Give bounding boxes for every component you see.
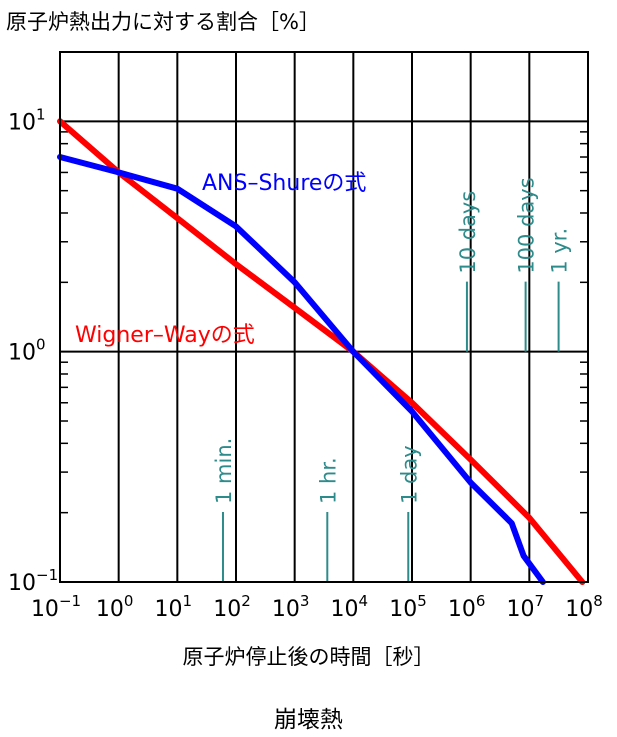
plot-frame: [59, 51, 589, 583]
data-series: [57, 118, 586, 585]
y-tick-label: 100: [8, 336, 46, 366]
series-label: ANS–Shureの式: [202, 171, 366, 196]
x-tick-label: 102: [213, 592, 251, 622]
marker-label: 1 hr.: [316, 457, 340, 504]
marker-lines: 1 min. 1 hr. 1 day 10 days 100 days 1 yr.: [212, 177, 572, 582]
x-tick-label: 105: [389, 592, 427, 622]
x-tick-label: 100: [96, 592, 134, 622]
figure-caption: 崩壊熱: [274, 707, 343, 733]
plot-border: [59, 51, 589, 583]
x-tick-label: 108: [565, 592, 603, 622]
series-line: [57, 154, 546, 585]
series-label: Wigner–Wayの式: [75, 323, 255, 348]
marker-label: 1 min.: [212, 438, 236, 504]
x-tick-label: 107: [507, 592, 545, 622]
series-labels: Wigner–Wayの式 ANS–Shureの式: [75, 171, 366, 348]
x-axis-title: 原子炉停止後の時間［秒］: [182, 645, 435, 669]
x-tick-label: 106: [448, 592, 486, 622]
x-tick-label: 101: [155, 592, 193, 622]
tick-labels: 10−1 100 101 102 103 104 105 106 107 108 10−1 100 10…: [8, 105, 603, 622]
y-tick-label: 10−1: [8, 566, 58, 596]
series-line: [57, 118, 586, 585]
marker-label: 1 yr.: [548, 228, 572, 274]
marker-label: 1 day: [397, 445, 421, 504]
x-tick-label: 103: [272, 592, 310, 622]
x-tick-label: 10−1: [31, 592, 81, 622]
marker-label: 100 days: [515, 177, 539, 273]
y-axis-title: 原子炉熱出力に対する割合［%］: [6, 10, 320, 34]
y-tick-label: 101: [8, 105, 46, 135]
marker-label: 10 days: [456, 191, 480, 274]
x-tick-label: 104: [331, 592, 369, 622]
